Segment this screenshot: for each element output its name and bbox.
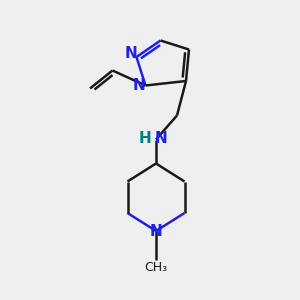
Text: H: H xyxy=(138,131,151,146)
Text: N: N xyxy=(150,224,162,238)
Text: N: N xyxy=(155,131,168,146)
Text: CH₃: CH₃ xyxy=(144,261,168,274)
Text: N: N xyxy=(133,78,145,93)
Text: N: N xyxy=(125,46,137,61)
